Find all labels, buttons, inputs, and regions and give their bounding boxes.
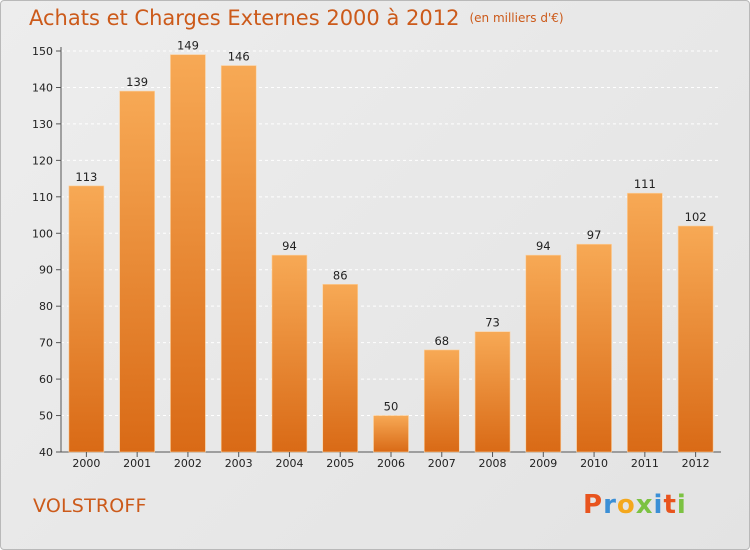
logo-letter: i <box>676 490 687 520</box>
chart-title: Achats et Charges Externes 2000 à 2012 (e… <box>29 6 564 30</box>
x-tick-label: 2011 <box>631 457 659 470</box>
bar-value-label: 94 <box>536 239 551 253</box>
bar <box>322 284 359 453</box>
bar <box>677 225 714 453</box>
x-tick-label: 2003 <box>225 457 253 470</box>
y-tick-label: 70 <box>39 337 53 350</box>
bar <box>474 331 511 453</box>
bar <box>119 90 155 453</box>
bar <box>627 192 663 453</box>
bar-value-label: 149 <box>177 39 199 53</box>
bar-value-label: 73 <box>485 316 500 330</box>
bar-value-label: 111 <box>634 177 656 191</box>
bar-value-label: 113 <box>75 170 97 184</box>
proxiti-logo: Proxiti <box>583 490 687 520</box>
bar <box>271 254 308 453</box>
y-tick-label: 60 <box>39 373 53 386</box>
title-text: Achats et Charges Externes 2000 à 2012 <box>29 6 460 30</box>
x-tick-label: 2001 <box>123 457 151 470</box>
x-tick-label: 2012 <box>682 457 710 470</box>
place-name: VOLSTROFF <box>33 495 147 517</box>
logo-letter: x <box>635 490 654 520</box>
logo-letter: r <box>603 490 617 520</box>
x-tick-label: 2010 <box>580 457 608 470</box>
x-tick-label: 2008 <box>479 457 507 470</box>
logo-letter: i <box>653 490 664 520</box>
bar-value-label: 146 <box>228 50 250 64</box>
bar <box>373 415 409 453</box>
logo-letter: o <box>616 490 636 520</box>
y-tick-label: 140 <box>32 81 53 94</box>
logo-letter: P <box>583 490 604 520</box>
y-tick-label: 150 <box>32 45 53 58</box>
x-tick-label: 2002 <box>174 457 202 470</box>
y-tick-label: 40 <box>39 446 53 459</box>
x-tick-label: 2004 <box>275 457 303 470</box>
bar <box>423 349 460 453</box>
bar-value-label: 50 <box>384 400 399 414</box>
x-tick-label: 2000 <box>72 457 100 470</box>
logo-letter: t <box>663 490 677 520</box>
y-tick-label: 90 <box>39 264 53 277</box>
bar-value-label: 94 <box>282 239 297 253</box>
bar <box>576 243 612 453</box>
bar-value-label: 139 <box>126 75 148 89</box>
bar <box>68 185 105 453</box>
x-tick-label: 2005 <box>326 457 354 470</box>
y-tick-label: 120 <box>32 154 53 167</box>
y-tick-label: 100 <box>32 227 53 240</box>
chart-unit: (en milliers d'€) <box>469 11 564 25</box>
bar-value-label: 102 <box>685 210 707 224</box>
y-tick-label: 50 <box>39 410 53 423</box>
x-tick-label: 2009 <box>529 457 557 470</box>
x-tick-label: 2006 <box>377 457 405 470</box>
y-tick-label: 80 <box>39 300 53 313</box>
bar <box>170 54 206 453</box>
bar-value-label: 97 <box>587 228 602 242</box>
y-tick-label: 130 <box>32 118 53 131</box>
bar-value-label: 68 <box>434 334 449 348</box>
bar <box>220 65 257 453</box>
x-tick-label: 2007 <box>428 457 456 470</box>
bar-value-label: 86 <box>333 268 348 282</box>
bar <box>525 254 562 453</box>
y-tick-label: 110 <box>32 191 53 204</box>
